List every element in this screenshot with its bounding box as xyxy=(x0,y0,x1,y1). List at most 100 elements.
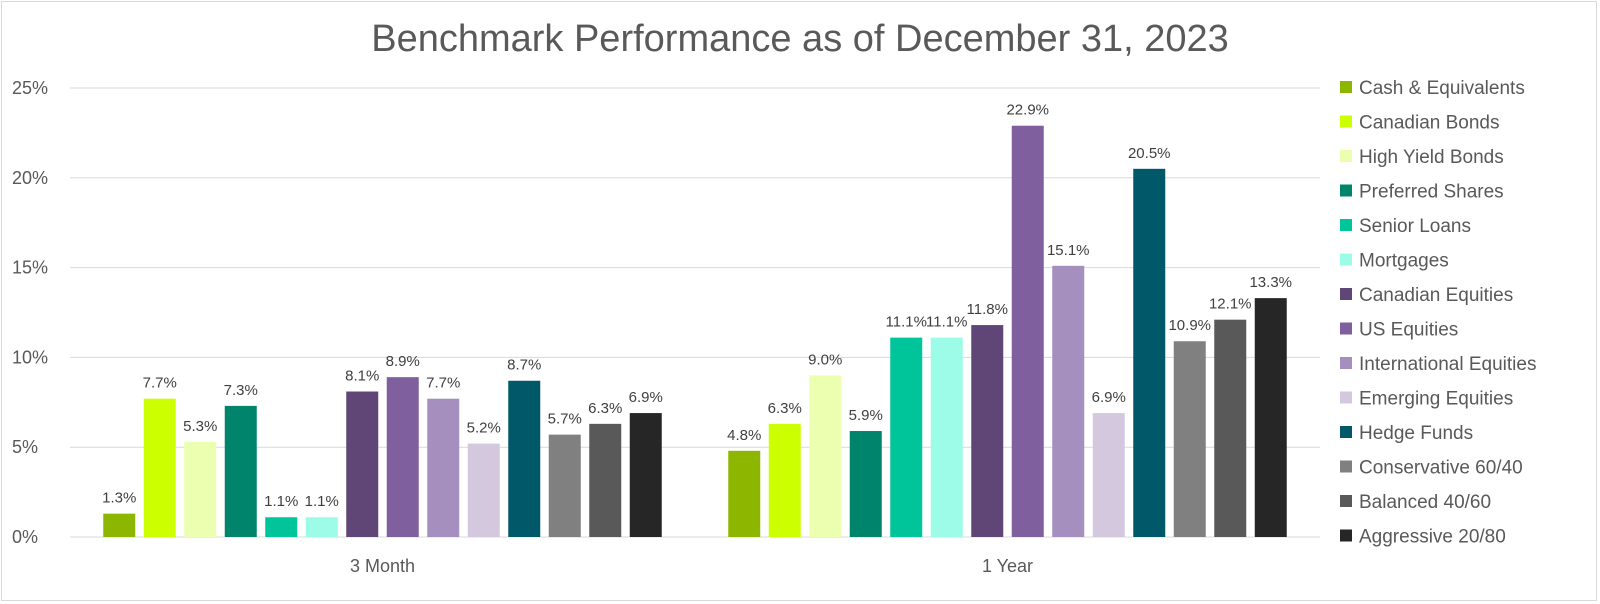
legend-item: Senior Loans xyxy=(1340,216,1471,237)
legend-label: Canadian Equities xyxy=(1359,285,1513,306)
bar xyxy=(103,513,136,537)
data-label: 7.7% xyxy=(426,375,460,392)
y-tick-label: 10% xyxy=(12,347,48,367)
legend-label: Senior Loans xyxy=(1359,216,1471,237)
bar xyxy=(768,423,801,537)
bar xyxy=(629,413,662,537)
y-tick-label: 25% xyxy=(12,78,48,98)
legend-item: Canadian Bonds xyxy=(1340,113,1500,134)
bar xyxy=(508,380,541,537)
data-label: 9.0% xyxy=(808,351,842,368)
data-label: 1.3% xyxy=(102,490,136,507)
data-label: 1.1% xyxy=(264,493,298,510)
bars xyxy=(103,125,1287,537)
legend-item: Balanced 40/60 xyxy=(1340,492,1491,513)
data-label: 11.1% xyxy=(926,314,967,331)
legend-item: Emerging Equities xyxy=(1340,389,1513,410)
bar xyxy=(1254,298,1287,537)
legend-item: Canadian Equities xyxy=(1340,285,1513,306)
data-label: 8.9% xyxy=(386,353,420,370)
legend-item: High Yield Bonds xyxy=(1340,147,1504,168)
data-label: 5.2% xyxy=(467,420,501,437)
data-label: 6.9% xyxy=(629,389,663,406)
y-tick-label: 20% xyxy=(12,168,48,188)
data-label: 15.1% xyxy=(1047,242,1090,259)
bar xyxy=(849,431,882,537)
data-label: 5.3% xyxy=(183,418,217,435)
legend-label: Conservative 60/40 xyxy=(1359,458,1523,479)
legend: Cash & Equivalents Canadian Bonds High Yie… xyxy=(1340,78,1536,548)
legend-swatch xyxy=(1340,288,1352,300)
bar xyxy=(548,434,581,537)
legend-item: Aggressive 20/80 xyxy=(1340,527,1506,548)
bar xyxy=(930,337,963,537)
bar xyxy=(224,405,257,537)
y-tick-label: 5% xyxy=(12,437,38,457)
legend-swatch xyxy=(1340,495,1352,507)
legend-swatch xyxy=(1340,184,1352,197)
legend-swatch xyxy=(1340,357,1352,369)
legend-item: Preferred Shares xyxy=(1340,182,1504,203)
legend-label: Mortgages xyxy=(1359,251,1449,272)
legend-label: International Equities xyxy=(1359,354,1536,375)
data-label: 11.1% xyxy=(886,314,927,331)
legend-item: US Equities xyxy=(1340,320,1458,341)
data-label: 5.7% xyxy=(548,411,582,428)
y-tick-label: 0% xyxy=(12,527,38,547)
data-label: 6.3% xyxy=(768,400,802,417)
legend-label: Emerging Equities xyxy=(1359,389,1513,410)
legend-swatch xyxy=(1340,529,1352,542)
bar xyxy=(1173,341,1206,537)
legend-label: Aggressive 20/80 xyxy=(1359,527,1506,548)
data-label: 8.7% xyxy=(507,357,541,374)
y-tick-label: 15% xyxy=(12,258,48,278)
bar xyxy=(467,443,500,537)
bar xyxy=(589,423,622,537)
bar xyxy=(1133,168,1166,537)
bar xyxy=(1214,319,1247,537)
legend-swatch xyxy=(1340,253,1352,266)
bar xyxy=(386,377,419,537)
data-label: 7.3% xyxy=(224,382,258,399)
bar xyxy=(184,441,217,537)
data-label: 5.9% xyxy=(849,407,883,424)
legend-item: Mortgages xyxy=(1340,251,1449,272)
bar xyxy=(1052,265,1085,537)
legend-label: Hedge Funds xyxy=(1359,423,1473,444)
data-label: 6.9% xyxy=(1092,389,1126,406)
chart-title: Benchmark Performance as of December 31,… xyxy=(371,18,1229,60)
legend-label: Cash & Equivalents xyxy=(1359,78,1525,99)
legend-swatch xyxy=(1340,81,1352,93)
data-label: 6.3% xyxy=(588,400,622,417)
y-axis: 0% 5% 10% 15% 20% 25% xyxy=(12,78,48,547)
data-label: 20.5% xyxy=(1128,145,1171,162)
data-label: 10.9% xyxy=(1168,317,1211,334)
data-label: 7.7% xyxy=(143,375,177,392)
bar xyxy=(143,398,176,537)
legend-label: Canadian Bonds xyxy=(1359,113,1500,134)
bar xyxy=(809,375,842,537)
legend-label: High Yield Bonds xyxy=(1359,147,1504,168)
category-label: 3 Month xyxy=(350,556,415,576)
data-label: 12.1% xyxy=(1209,296,1252,313)
legend-swatch xyxy=(1340,115,1352,128)
data-label: 13.3% xyxy=(1249,274,1292,291)
legend-swatch xyxy=(1340,322,1352,335)
data-label: 4.8% xyxy=(727,427,761,444)
data-label: 22.9% xyxy=(1006,102,1049,119)
data-labels: 1.3% 7.7% 5.3% 7.3% 1.1% 1.1% 8.1% 8.9% 7.7% 5.2%… xyxy=(102,102,1292,511)
legend-label: US Equities xyxy=(1359,320,1458,341)
bar xyxy=(1011,125,1044,537)
data-label: 11.8% xyxy=(967,301,1008,318)
legend-swatch xyxy=(1340,150,1352,162)
bar xyxy=(265,517,298,537)
bar xyxy=(305,517,338,537)
legend-item: International Equities xyxy=(1340,354,1536,375)
legend-item: Cash & Equivalents xyxy=(1340,78,1525,99)
bar xyxy=(890,337,923,537)
legend-swatch xyxy=(1340,460,1352,473)
legend-swatch xyxy=(1340,219,1352,231)
legend-label: Preferred Shares xyxy=(1359,182,1504,203)
x-axis: 3 Month 1 Year xyxy=(350,556,1033,576)
